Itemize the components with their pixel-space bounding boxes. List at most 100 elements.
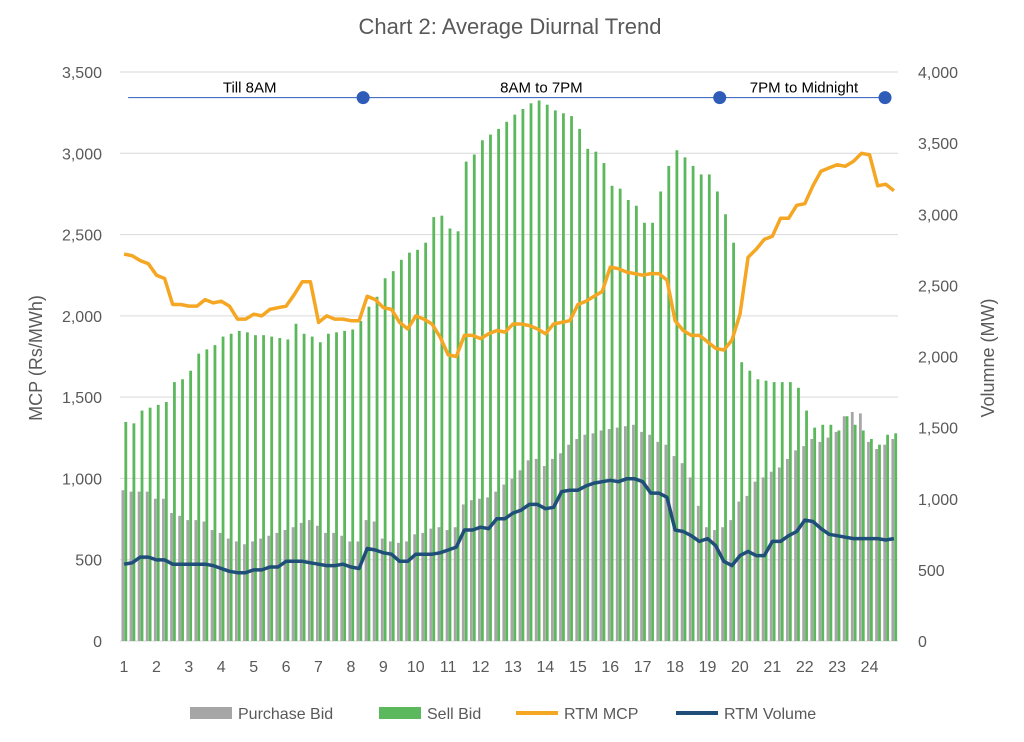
purchase-bid-bar [291, 527, 295, 641]
purchase-bid-bar [494, 491, 498, 641]
period-annotations: Till 8AM 8AM to 7PM 7PM to Midnight [128, 80, 892, 105]
sell-bid-bar [602, 163, 606, 642]
y-tick-label: 2,500 [62, 228, 102, 245]
purchase-bid-bar [194, 520, 198, 641]
purchase-bid-bar [858, 413, 862, 641]
purchase-bid-bar [421, 532, 425, 641]
y2-tick-label: 2,000 [918, 350, 958, 367]
purchase-bid-bar [332, 532, 336, 641]
sell-bid-bar [408, 252, 411, 641]
sell-bid-bar [578, 128, 582, 641]
purchase-bid-bar [307, 520, 311, 641]
purchase-bid-bar [388, 541, 392, 641]
sell-bid-bar [472, 154, 476, 641]
sell-bid-bar [764, 380, 768, 641]
purchase-bid-bar [648, 434, 652, 641]
purchase-bid-bar [275, 532, 279, 641]
purchase-bid-bar [243, 544, 246, 641]
purchase-bid-bar [850, 411, 854, 641]
purchase-bid-bar [121, 490, 125, 641]
purchase-bid-bar [178, 515, 182, 641]
y2-tick-label: 3,500 [918, 136, 958, 153]
sell-bid-bar [181, 379, 184, 641]
sell-bid-bar [821, 424, 825, 641]
purchase-bid-bar [145, 491, 149, 641]
sell-bid-bar [424, 242, 428, 641]
sell-bid-bar [683, 157, 687, 641]
x-tick-label: 21 [763, 659, 781, 676]
sell-bid-bar [813, 427, 817, 641]
period-marker-dot [878, 91, 892, 105]
sell-bid-bar [391, 271, 395, 641]
x-tick-label: 10 [407, 659, 425, 676]
purchase-bid-bar [542, 466, 546, 641]
sell-bid-bar [651, 222, 654, 641]
x-tick-label: 12 [472, 659, 490, 676]
y2-axis-title: Volumne (MW) [978, 298, 998, 417]
sell-bid-bar [205, 349, 209, 641]
purchase-bid-bar [380, 538, 384, 641]
sell-bid-bar [894, 433, 898, 641]
purchase-bid-bar [705, 527, 708, 641]
sell-bid-bar [740, 362, 744, 641]
purchase-bid-bar [234, 541, 238, 641]
sell-bid-bar [505, 121, 509, 642]
x-tick-label: 9 [379, 659, 388, 676]
purchase-bid-bar [267, 535, 271, 641]
purchase-bid-bar [591, 433, 595, 641]
purchase-bid-bar [186, 520, 190, 641]
sell-bid-bar [545, 104, 549, 641]
purchase-bid-bar [672, 456, 676, 641]
purchase-bid-bar [129, 491, 133, 641]
x-tick-label: 20 [731, 659, 749, 676]
purchase-bid-bar [324, 532, 327, 641]
purchase-bid-bar [664, 444, 668, 641]
sell-bid-bar [456, 231, 460, 641]
purchase-bid-bar [656, 441, 660, 641]
rtm-mcp-line [123, 151, 895, 359]
x-tick-label: 3 [184, 659, 193, 676]
sell-bid-bar [213, 345, 217, 641]
x-tick-label: 16 [601, 659, 619, 676]
sell-bid-bar [618, 188, 622, 641]
purchase-bid-bars [121, 411, 895, 641]
x-tick-label: 22 [796, 659, 814, 676]
purchase-bid-bar [786, 458, 789, 641]
sell-bid-bar [513, 114, 517, 642]
y2-tick-label: 4,000 [918, 65, 958, 82]
purchase-bid-bar [316, 525, 319, 641]
sell-bid-bar [327, 333, 330, 641]
purchase-bid-bar [348, 541, 352, 641]
sell-bid-bar [886, 434, 889, 641]
sell-bid-bar [861, 430, 865, 641]
purchase-bid-bar [575, 439, 579, 641]
x-tick-label: 13 [504, 659, 522, 676]
sell-bid-bar [748, 370, 752, 641]
sell-bid-bar [197, 353, 201, 641]
x-tick-label: 15 [569, 659, 587, 676]
purchase-bid-bar [364, 520, 368, 641]
purchase-bid-bar [826, 437, 830, 641]
y2-tick-label: 1,500 [918, 421, 958, 438]
left-axis-ticks: 0 500 1,000 1,500 2,000 2,500 3,000 3,500 [62, 65, 102, 651]
purchase-bid-bar [599, 430, 603, 641]
x-tick-label: 2 [152, 659, 161, 676]
sell-bid-bar [529, 103, 533, 642]
legend-swatch [379, 707, 421, 719]
sell-bid-bar [221, 336, 225, 641]
purchase-bid-bar [397, 542, 400, 641]
x-tick-label: 17 [634, 659, 652, 676]
sell-bid-bar [343, 330, 347, 641]
purchase-bid-bar [259, 538, 263, 641]
sell-bid-bar [797, 387, 800, 641]
sell-bid-bar [432, 217, 436, 641]
purchase-bid-bar [794, 450, 797, 641]
sell-bid-bar [634, 205, 638, 641]
purchase-bid-bar [437, 527, 441, 641]
purchase-bid-bar [534, 458, 538, 641]
sell-bid-bar [667, 165, 671, 641]
purchase-bid-bar [632, 424, 635, 641]
sell-bid-bar [845, 416, 849, 641]
sell-bid-bar [594, 151, 598, 641]
purchase-bid-bar [551, 458, 554, 641]
